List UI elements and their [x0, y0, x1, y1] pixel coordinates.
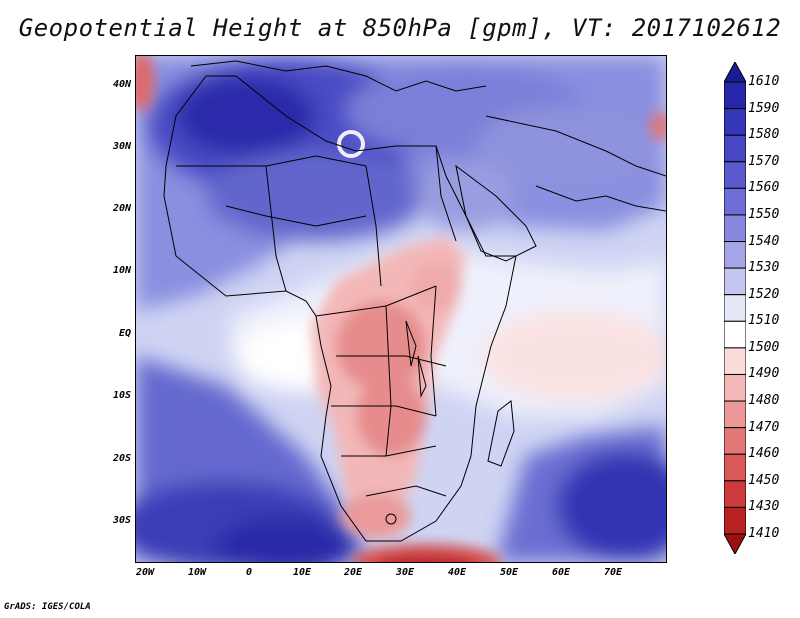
colorbar-swatch — [724, 373, 746, 402]
x-tick-label: 20E — [344, 567, 363, 578]
colorbar-level-label: 1490 — [748, 366, 780, 382]
x-tick-label: 70E — [604, 567, 623, 578]
colorbar-swatch — [724, 320, 746, 349]
x-tick-label: 40E — [448, 567, 467, 578]
colorbar-swatch — [724, 480, 746, 508]
colorbar-swatch — [724, 214, 746, 243]
colorbar-level-label: 1510 — [748, 313, 780, 329]
y-tick-label: 40N — [112, 79, 131, 90]
x-tick-label: 50E — [500, 567, 519, 578]
colorbar-level-label: 1530 — [748, 260, 780, 276]
colorbar-level-label: 1430 — [748, 499, 780, 515]
y-tick-label: 10S — [112, 390, 131, 401]
colorbar — [724, 62, 746, 554]
colorbar-level-label: 1580 — [748, 127, 780, 143]
colorbar-swatch — [724, 427, 746, 455]
colorbar-swatch — [724, 506, 746, 535]
colorbar-swatch — [724, 108, 746, 136]
colorbar-top-arrow — [724, 62, 746, 83]
colorbar-swatch — [724, 81, 746, 110]
x-tick-label: 0 — [246, 567, 253, 578]
map-panel — [135, 55, 667, 563]
colorbar-swatch — [724, 294, 746, 322]
credit-label: GrADS: IGES/COLA — [4, 602, 91, 612]
colorbar-level-label: 1570 — [748, 153, 780, 169]
colorbar-level-label: 1520 — [748, 286, 780, 302]
colorbar-level-label: 1540 — [748, 233, 780, 249]
y-tick-label: 20N — [112, 203, 131, 214]
colorbar-swatch — [724, 453, 746, 482]
colorbar-swatch — [724, 400, 746, 429]
map-title: Geopotential Height at 850hPa [gpm], VT:… — [18, 14, 782, 42]
height-field — [136, 56, 666, 562]
y-tick-label: 10N — [112, 265, 131, 276]
y-tick-label: 20S — [112, 453, 131, 464]
y-tick-label: 30S — [112, 515, 131, 526]
x-tick-label: 10E — [293, 567, 312, 578]
colorbar-level-label: 1480 — [748, 393, 780, 409]
colorbar-level-label: 1550 — [748, 206, 780, 222]
colorbar-swatch — [724, 267, 746, 296]
colorbar-level-label: 1500 — [748, 339, 780, 355]
x-tick-label: 60E — [552, 567, 571, 578]
colorbar-swatch — [724, 187, 746, 216]
colorbar-level-label: 1610 — [748, 74, 780, 89]
colorbar-level-label: 1470 — [748, 419, 780, 435]
colorbar-swatch — [724, 241, 746, 269]
colorbar-swatch — [724, 134, 746, 163]
colorbar-level-label: 1460 — [748, 446, 780, 462]
y-tick-label: 30N — [112, 141, 131, 152]
colorbar-swatch — [724, 161, 746, 189]
colorbar-level-label: 1450 — [748, 472, 780, 488]
colorbar-level-label: 1590 — [748, 100, 780, 116]
colorbar-level-label: 1410 — [748, 526, 780, 541]
colorbar-bottom-arrow — [724, 533, 746, 554]
colorbar-level-label: 1560 — [748, 180, 780, 196]
y-tick-label: EQ — [118, 328, 131, 339]
x-tick-label: 20W — [136, 567, 155, 578]
colorbar-swatch — [724, 347, 746, 375]
x-tick-label: 30E — [396, 567, 415, 578]
x-tick-label: 10W — [188, 567, 207, 578]
